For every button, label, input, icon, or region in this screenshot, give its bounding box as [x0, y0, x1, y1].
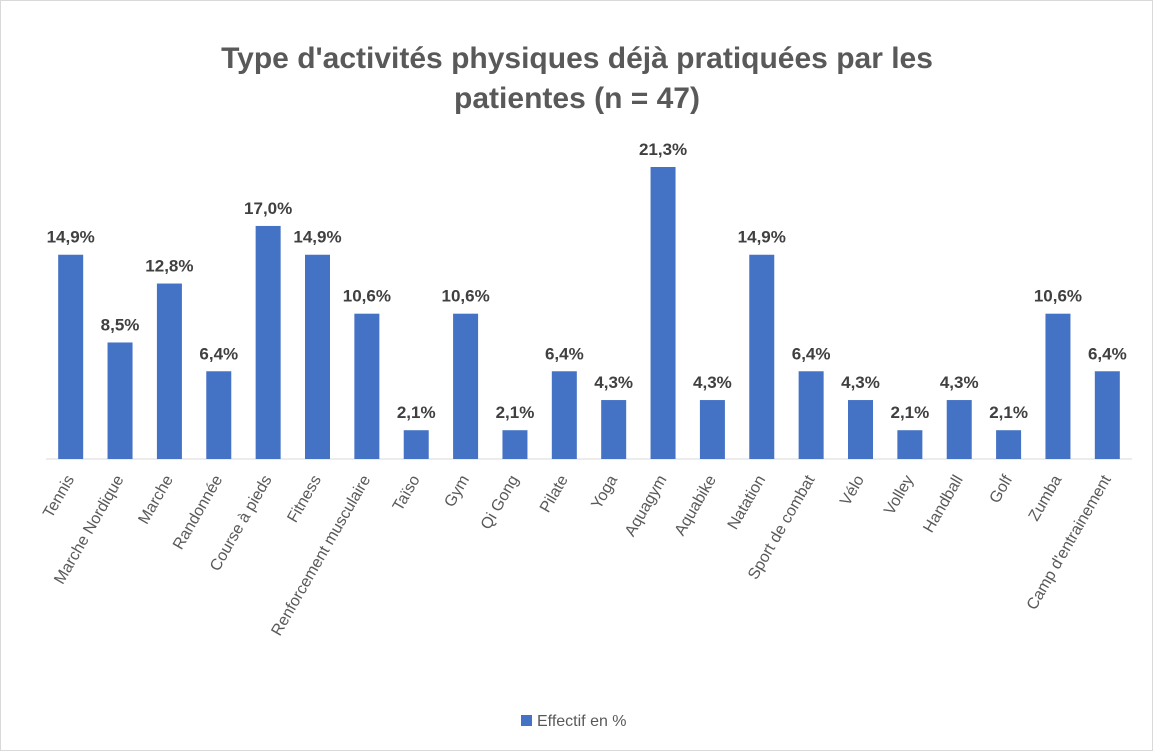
- bar: [58, 254, 84, 459]
- x-tick-label: Yoga: [588, 472, 621, 512]
- data-label: 14,9%: [738, 228, 786, 247]
- data-label: 10,6%: [1034, 287, 1082, 306]
- data-label: 21,3%: [639, 140, 687, 159]
- data-label: 6,4%: [792, 344, 831, 363]
- data-label: 4,3%: [594, 373, 633, 392]
- bar: [1094, 371, 1120, 459]
- data-label: 6,4%: [545, 344, 584, 363]
- data-label: 8,5%: [101, 315, 140, 334]
- data-label: 6,4%: [1088, 344, 1127, 363]
- x-tick-label: Aquabike: [672, 472, 720, 538]
- bar: [699, 400, 725, 459]
- data-label: 12,8%: [145, 257, 193, 276]
- data-label: 14,9%: [293, 228, 341, 247]
- bar: [749, 254, 775, 459]
- data-label: 6,4%: [199, 344, 238, 363]
- data-label: 17,0%: [244, 199, 292, 218]
- x-tick-label: Golf: [987, 472, 1017, 506]
- x-tick-label: Natation: [725, 473, 770, 533]
- x-tick-label: Aquagym: [622, 473, 671, 540]
- x-tick-label: Zumba: [1026, 472, 1066, 524]
- bar: [601, 400, 627, 459]
- data-label: 4,3%: [693, 373, 732, 392]
- bar: [107, 342, 133, 459]
- bar: [156, 283, 182, 459]
- bar: [305, 254, 330, 459]
- bar: [354, 313, 380, 459]
- bar: [798, 371, 824, 459]
- bar: [502, 430, 528, 459]
- bar: [1045, 313, 1071, 459]
- data-label: 2,1%: [496, 403, 535, 422]
- x-tick-label: Taïso: [390, 472, 424, 514]
- data-label: 10,6%: [343, 287, 391, 306]
- bar: [453, 313, 479, 459]
- legend-swatch: [521, 715, 532, 726]
- bar: [946, 400, 972, 459]
- data-label: 14,9%: [47, 228, 95, 247]
- x-tick-label: Fitness: [284, 473, 325, 526]
- bar: [996, 430, 1022, 459]
- x-tick-label: Marche: [135, 472, 176, 527]
- legend-label: Effectif en %: [537, 713, 627, 730]
- x-tick-label: Handball: [920, 473, 966, 536]
- bar: [848, 400, 873, 459]
- x-tick-label: Vélo: [837, 472, 868, 508]
- x-tick-label: Pilate: [537, 472, 572, 515]
- x-tick-label: Renforcement musculaire: [268, 472, 374, 638]
- chart-title: Type d'activités physiques déjà pratiqué…: [221, 42, 933, 115]
- bar: [206, 371, 232, 459]
- data-label: 2,1%: [890, 403, 929, 422]
- x-tick-label: Camp d'entrainement: [1024, 472, 1115, 613]
- data-label: 10,6%: [441, 287, 489, 306]
- x-tick-label: Tennis: [40, 473, 78, 522]
- bar: [897, 430, 923, 459]
- bar: [551, 371, 577, 459]
- x-tick-label: Gym: [441, 473, 473, 511]
- x-tick-label: Qi Gong: [478, 473, 523, 533]
- data-label: 4,3%: [940, 373, 979, 392]
- data-label: 2,1%: [397, 403, 436, 422]
- bar: [650, 167, 676, 459]
- bar: [255, 225, 281, 459]
- data-label: 2,1%: [989, 403, 1028, 422]
- data-label: 4,3%: [841, 373, 880, 392]
- x-tick-label: Randonnée: [170, 472, 226, 552]
- bar: [403, 430, 429, 459]
- x-tick-label: Volley: [881, 473, 917, 518]
